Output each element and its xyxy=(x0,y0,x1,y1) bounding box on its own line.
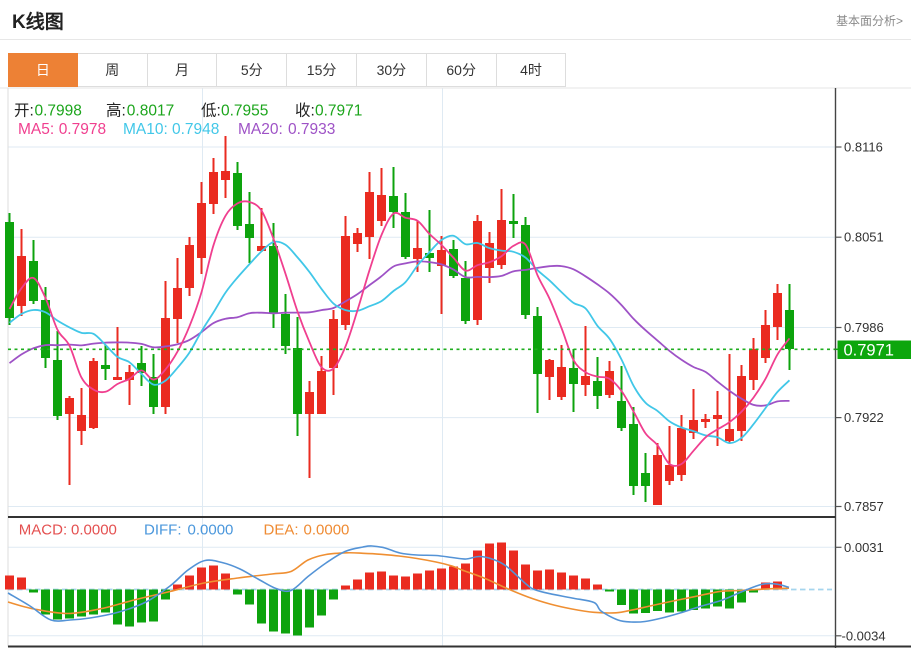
svg-text:0.7971: 0.7971 xyxy=(844,341,894,359)
svg-text:DIFF:0.0000: DIFF: 0.0000 xyxy=(144,522,233,539)
svg-text:DEA:0.0000: DEA: 0.0000 xyxy=(264,522,350,539)
svg-text:0.7922: 0.7922 xyxy=(844,410,884,425)
svg-text:0.7986: 0.7986 xyxy=(844,320,884,335)
svg-text:0.8116: 0.8116 xyxy=(844,140,883,155)
svg-text:0.8051: 0.8051 xyxy=(844,230,884,245)
svg-text:0.0031: 0.0031 xyxy=(844,540,884,555)
svg-text:MA10:0.7948: MA10: 0.7948 xyxy=(123,121,219,138)
svg-text:-0.0034: -0.0034 xyxy=(842,628,886,643)
svg-text:MA20:0.7933: MA20: 0.7933 xyxy=(238,121,335,138)
svg-text:MACD:0.0000: MACD: 0.0000 xyxy=(19,522,117,539)
svg-text:0.7857: 0.7857 xyxy=(844,499,884,514)
svg-text:MA5:0.7978: MA5: 0.7978 xyxy=(18,121,106,138)
